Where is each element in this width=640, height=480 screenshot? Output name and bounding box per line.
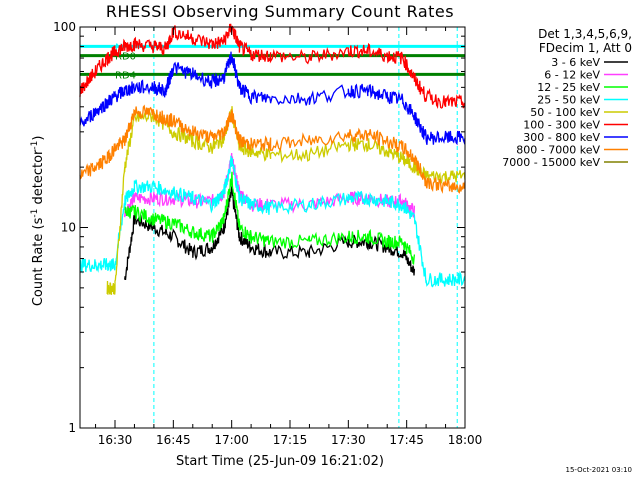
legend-entry-7: 800 - 7000 keV xyxy=(516,144,600,157)
x-tick-label-6: 18:00 xyxy=(448,433,483,447)
annotation-label-rd0: RD0 xyxy=(115,52,136,63)
y-tick-label-0: 1 xyxy=(68,421,76,435)
y-tick-label-1: 10 xyxy=(61,221,76,235)
x-axis-label: Start Time (25-Jun-09 16:21:02) xyxy=(176,454,384,469)
annotation-label-rd4: RD4 xyxy=(115,70,136,81)
series-line-6 xyxy=(79,51,466,146)
legend-entry-0: 3 - 6 keV xyxy=(551,56,600,69)
series-line-2 xyxy=(124,171,416,265)
chart-title: RHESSI Observing Summary Count Rates xyxy=(105,2,455,21)
legend-entry-1: 6 - 12 keV xyxy=(544,69,600,82)
legend-entry-6: 300 - 800 keV xyxy=(523,131,600,144)
x-tick-label-4: 17:30 xyxy=(331,433,366,447)
axes: 1 10 100 16:30 16:45 17:00 17:15 17:30 17:45 18:0… xyxy=(53,20,628,447)
legend-header-line-2: FDecim 1, Att 0 xyxy=(538,41,632,55)
series-line-5 xyxy=(79,23,466,110)
legend-entry-5: 100 - 300 keV xyxy=(523,119,600,132)
x-tick-label-1: 16:45 xyxy=(156,433,191,447)
x-tick-label-0: 16:30 xyxy=(98,433,133,447)
y-tick-label-2: 100 xyxy=(53,20,76,34)
legend-entry-2: 12 - 25 keV xyxy=(537,81,600,94)
x-tick-label-2: 17:00 xyxy=(214,433,249,447)
x-tick-label-5: 17:45 xyxy=(389,433,424,447)
series-line-7 xyxy=(79,104,466,194)
legend-header-line-1: Det 1,3,4,5,6,9, xyxy=(538,27,632,41)
legend-entry-3: 25 - 50 keV xyxy=(537,94,600,107)
timestamp-stamp: 15-Oct-2021 03:10 xyxy=(565,466,632,474)
y-axis-label: Count Rate (s-1 detector-1) xyxy=(29,135,47,307)
x-tick-label-3: 17:15 xyxy=(273,433,308,447)
legend-entry-8: 7000 - 15000 keV xyxy=(502,156,600,169)
legend-entry-4: 50 - 100 keV xyxy=(530,106,600,119)
series-line-3 xyxy=(79,155,466,288)
